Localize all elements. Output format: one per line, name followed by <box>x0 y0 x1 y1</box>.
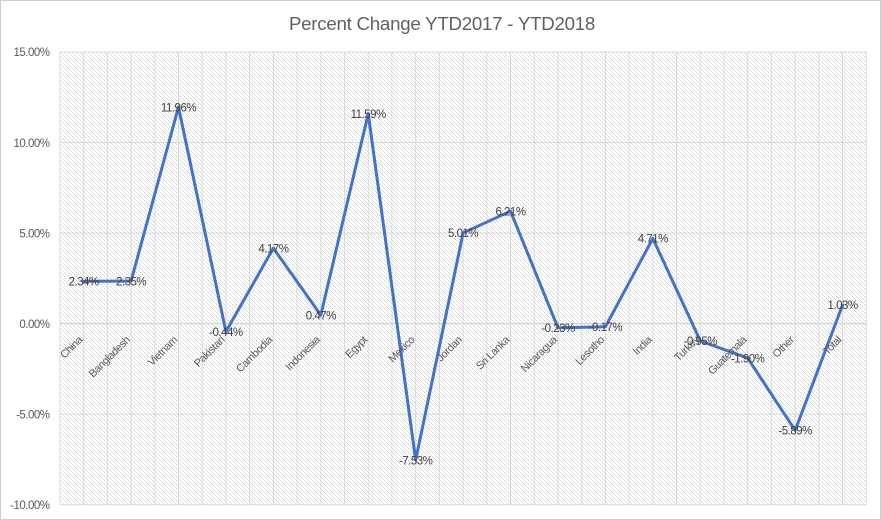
svg-text:-10.00%: -10.00% <box>10 500 50 512</box>
svg-text:5.00%: 5.00% <box>19 228 49 240</box>
svg-text:4.17%: 4.17% <box>258 243 288 255</box>
svg-text:Percent Change YTD2017 - YTD20: Percent Change YTD2017 - YTD2018 <box>289 13 595 34</box>
svg-text:4.71%: 4.71% <box>638 234 668 246</box>
svg-text:0.47%: 0.47% <box>306 310 336 322</box>
svg-text:10.00%: 10.00% <box>13 138 49 150</box>
svg-text:6.21%: 6.21% <box>495 206 525 218</box>
svg-text:-0.44%: -0.44% <box>209 327 243 339</box>
svg-text:-0.17%: -0.17% <box>589 322 623 334</box>
svg-text:-7.53%: -7.53% <box>399 455 433 467</box>
svg-text:-5.89%: -5.89% <box>778 426 812 438</box>
svg-text:-0.23%: -0.23% <box>541 323 575 335</box>
svg-text:2.35%: 2.35% <box>116 276 146 288</box>
svg-text:11.59%: 11.59% <box>351 109 386 121</box>
svg-text:-1.90%: -1.90% <box>731 353 765 365</box>
svg-text:-0.95%: -0.95% <box>684 336 718 348</box>
svg-text:11.96%: 11.96% <box>161 102 196 114</box>
svg-text:15.00%: 15.00% <box>13 47 49 59</box>
svg-text:1.03%: 1.03% <box>828 300 858 312</box>
svg-text:2.34%: 2.34% <box>69 277 99 289</box>
svg-text:-5.00%: -5.00% <box>16 409 50 421</box>
svg-text:0.00%: 0.00% <box>19 319 49 331</box>
svg-text:5.01%: 5.01% <box>448 228 478 240</box>
